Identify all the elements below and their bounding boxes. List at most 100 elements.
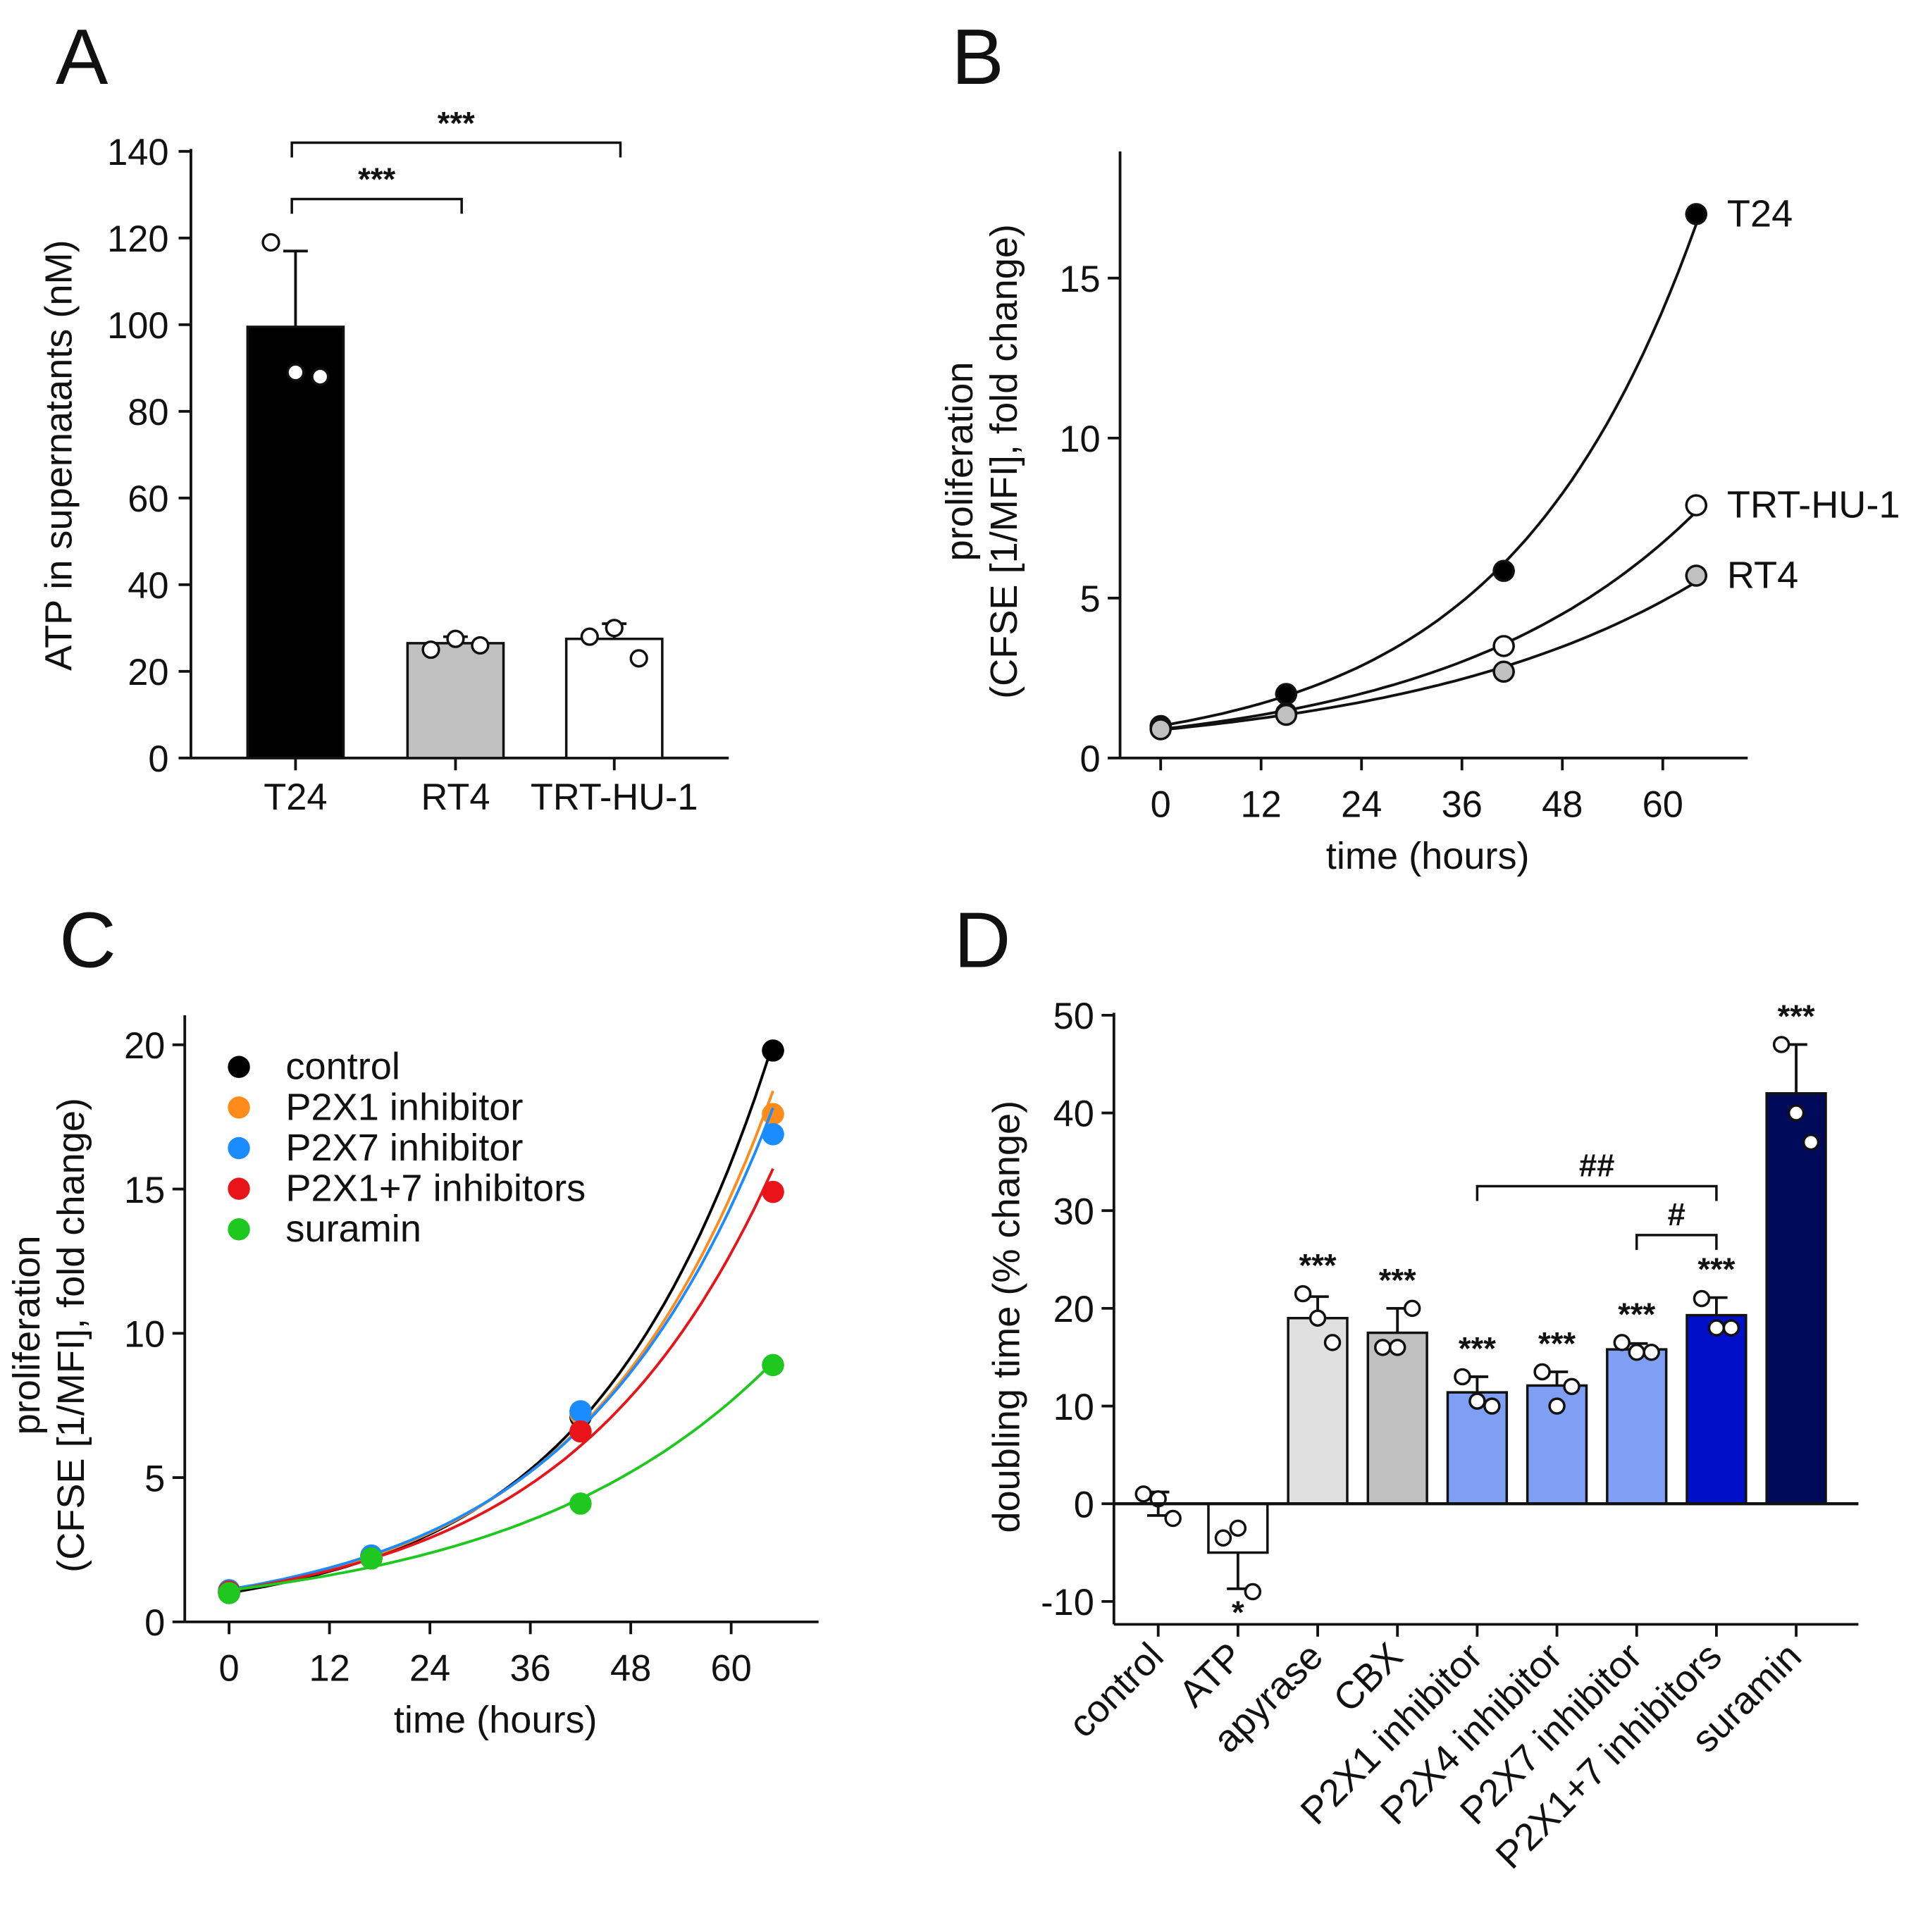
data-point [421, 640, 440, 660]
data-point-t24 [1275, 683, 1298, 705]
data-point [1134, 1485, 1152, 1503]
y-tick-label: -10 [1041, 1583, 1094, 1623]
y-tick-label: 0 [148, 739, 168, 780]
data-point [1707, 1319, 1726, 1337]
x-tick-label: 24 [409, 1649, 450, 1690]
significance-label: * [1232, 1594, 1244, 1630]
data-point [1214, 1529, 1232, 1547]
series-label-t24: T24 [1727, 192, 1793, 235]
y-tick-label: 40 [128, 566, 168, 607]
panel-c-chart: 0 5 10 15 20 0 12 24 36 48 60 time (hours) prolifera… [6, 1015, 819, 1741]
significance-label: *** [1618, 1296, 1655, 1332]
y-tick-label: 5 [144, 1459, 165, 1499]
legend-marker-control [228, 1055, 250, 1078]
x-tick-label: 48 [1542, 785, 1583, 826]
y-tick-label: 80 [128, 392, 168, 433]
bar-rt4 [406, 642, 505, 760]
significance-bracket [290, 197, 463, 214]
x-tick-label: 60 [711, 1649, 752, 1690]
data-point [1548, 1397, 1566, 1415]
significance-label: *** [1379, 1262, 1416, 1298]
legend-label-p2x1-7-inhibitors: P2X1+7 inhibitors [285, 1168, 586, 1210]
data-point-p2x1-inhibitor [762, 1103, 784, 1125]
data-point-p2x1-7-inhibitors [569, 1420, 592, 1443]
panel-letter-c: C [59, 896, 116, 984]
x-tick-label: 60 [1643, 785, 1683, 826]
series-line-t24 [1160, 223, 1698, 727]
significance-bracket [290, 141, 622, 158]
series-line-p2x7-inhibitor [228, 1107, 774, 1591]
x-tick-label: 12 [1241, 785, 1282, 826]
x-tick-label: TRT-HU-1 [531, 777, 698, 818]
x-tick-label: 36 [1442, 785, 1483, 826]
data-point [286, 363, 305, 382]
data-point [605, 619, 624, 638]
data-point [1483, 1397, 1501, 1415]
x-tick-label: control [1060, 1635, 1171, 1745]
x-tick-label: 12 [309, 1649, 349, 1690]
x-tick-label: 24 [1341, 785, 1382, 826]
significance-bracket [1635, 1234, 1718, 1250]
data-point [1787, 1104, 1805, 1122]
data-point [1244, 1583, 1262, 1601]
data-point [1772, 1036, 1790, 1053]
data-point [1294, 1284, 1312, 1303]
panel-b-chart: 0 5 10 15 0 12 24 36 48 60 time (hours) proliferati… [939, 151, 1900, 877]
legend-marker-p2x1-inhibitor [228, 1096, 250, 1119]
data-point-t24 [1492, 559, 1515, 582]
significance-label: *** [438, 105, 475, 141]
data-point-suramin [360, 1547, 383, 1570]
significance-bracket [1476, 1184, 1718, 1201]
data-point [1454, 1368, 1471, 1386]
data-point [261, 233, 280, 252]
data-point [1164, 1509, 1182, 1528]
legend-marker-p2x1-7-inhibitors [228, 1177, 250, 1200]
data-point [446, 629, 465, 648]
data-point [471, 636, 490, 655]
significance-label: *** [1538, 1326, 1576, 1362]
panel-letter-b: B [951, 13, 1004, 101]
bar-p2x7-inhibitor [1606, 1348, 1668, 1505]
data-point [1388, 1339, 1406, 1356]
legend-label-control: control [285, 1046, 400, 1088]
bar-apyrase [1287, 1316, 1349, 1505]
y-tick-label: 20 [124, 1026, 165, 1067]
x-tick-label: 0 [219, 1649, 240, 1690]
data-point [1628, 1344, 1645, 1361]
x-tick-label: T24 [264, 777, 327, 818]
data-point-rt4 [1275, 703, 1298, 726]
x-axis-label: time (hours) [394, 1699, 598, 1741]
data-point-rt4 [1149, 718, 1172, 741]
data-point [1323, 1334, 1342, 1351]
significance-label: *** [1459, 1330, 1496, 1366]
data-point-suramin [218, 1582, 240, 1604]
y-tick-label: 15 [1059, 259, 1100, 300]
data-point-rt4 [1492, 660, 1515, 683]
bar-p2x1-7-inhibitors [1685, 1313, 1747, 1505]
data-point-t24 [1685, 203, 1707, 225]
x-tick-label: RT4 [421, 777, 490, 818]
series-line-p2x1-7-inhibitors [228, 1168, 774, 1592]
legend-label-p2x7-inhibitor: P2X7 inhibitor [285, 1127, 523, 1169]
y-tick-label: 5 [1080, 579, 1100, 620]
y-axis-label: (CFSE [1/MFI], fold change) [50, 1098, 92, 1573]
data-point [1403, 1299, 1421, 1318]
bar-t24 [246, 326, 345, 760]
significance-label: *** [1697, 1251, 1735, 1287]
bar-p2x1-inhibitor [1446, 1391, 1509, 1505]
significance-label: # [1668, 1196, 1685, 1232]
bar-cbx [1366, 1331, 1428, 1505]
legend-marker-suramin [228, 1218, 250, 1241]
data-point-p2x7-inhibitor [762, 1123, 784, 1146]
y-axis-label: proliferation [6, 1236, 48, 1435]
data-point [1468, 1392, 1486, 1410]
x-tick-label: 0 [1151, 785, 1171, 826]
y-tick-label: 50 [1053, 996, 1094, 1037]
y-tick-label: 10 [124, 1315, 165, 1356]
data-point [1802, 1133, 1820, 1151]
significance-label: *** [358, 161, 395, 197]
y-tick-label: 10 [1059, 419, 1100, 460]
y-tick-label: 20 [1053, 1289, 1094, 1330]
series-line-trt-hu-1 [1160, 510, 1697, 731]
